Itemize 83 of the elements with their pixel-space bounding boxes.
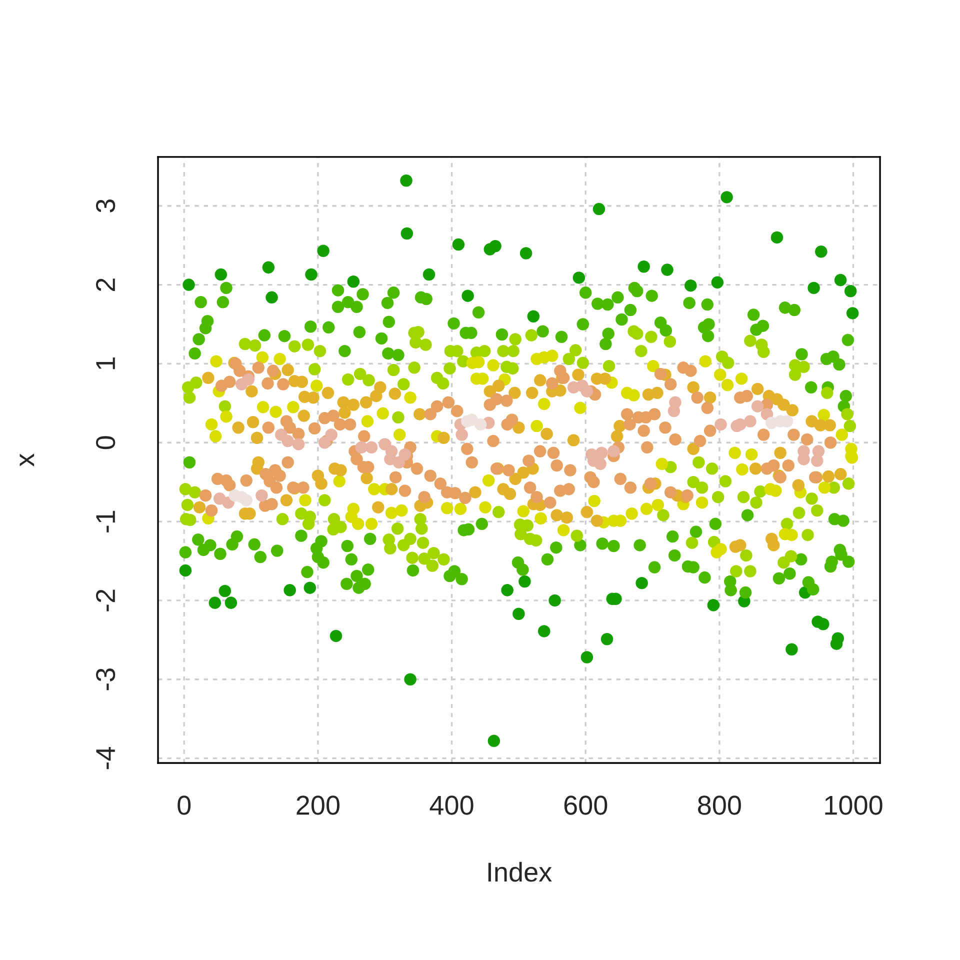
point (456, 428, 468, 441)
point (512, 608, 525, 620)
point (242, 373, 254, 386)
point (282, 434, 294, 448)
point (538, 625, 550, 638)
point (404, 673, 416, 686)
point (292, 438, 305, 450)
point (325, 428, 338, 441)
point (711, 276, 724, 289)
x-tick-label: 800 (698, 796, 741, 815)
x-axis-title: Index (488, 862, 552, 882)
x-tick-label: 200 (296, 796, 340, 815)
point (596, 446, 608, 460)
point (400, 174, 412, 187)
y-tick-label: -1 (96, 510, 115, 532)
point (501, 584, 514, 596)
point (714, 418, 727, 431)
point (808, 282, 820, 294)
point (284, 584, 296, 596)
point (548, 594, 561, 607)
point (592, 202, 606, 216)
point (347, 276, 360, 288)
point (452, 238, 465, 251)
point (707, 599, 720, 612)
y-tick-label: 2 (96, 278, 115, 291)
point (527, 310, 540, 322)
point (330, 630, 342, 642)
point (392, 456, 406, 468)
point (474, 418, 487, 431)
point (608, 445, 620, 458)
point (224, 596, 238, 609)
point (834, 274, 847, 286)
point (817, 618, 830, 630)
point (266, 291, 278, 304)
point (786, 643, 798, 656)
point (256, 489, 268, 502)
point (304, 582, 316, 594)
point (214, 268, 228, 281)
point (636, 576, 648, 590)
point (668, 404, 680, 418)
point (240, 494, 252, 506)
point (661, 264, 674, 276)
point (751, 400, 764, 412)
point (770, 231, 784, 244)
point (422, 268, 436, 281)
x-tick-label: 600 (564, 796, 608, 815)
point (179, 564, 192, 577)
point (488, 734, 500, 748)
y-tick-label: -4 (96, 747, 115, 770)
point (580, 651, 594, 664)
point (811, 454, 824, 467)
x-tick-label: 1000 (825, 796, 882, 815)
point (182, 278, 195, 291)
point (600, 632, 614, 646)
point (262, 261, 275, 274)
x-tick-label: 400 (430, 796, 474, 815)
point (462, 290, 474, 302)
point (684, 279, 697, 292)
y-tick-label: 0 (96, 436, 116, 450)
point (720, 191, 733, 204)
point (208, 596, 222, 609)
point (844, 284, 857, 298)
point (489, 240, 502, 252)
point (580, 385, 594, 398)
x-tick-label: 0 (178, 796, 191, 815)
y-tick-label: -3 (96, 668, 116, 690)
point (518, 575, 531, 588)
point (520, 247, 532, 260)
point (305, 268, 318, 281)
point (594, 458, 606, 470)
y-tick-label: 1 (96, 358, 115, 370)
y-axis-title: x (20, 454, 34, 466)
point (365, 441, 378, 454)
point (400, 227, 414, 240)
point (744, 415, 756, 428)
point (317, 244, 330, 257)
y-tick-label: 3 (96, 200, 116, 212)
y-tick-label: -2 (96, 590, 115, 612)
point (815, 246, 828, 258)
point (572, 272, 586, 284)
point (638, 260, 650, 273)
point (218, 584, 232, 598)
point (846, 307, 859, 320)
